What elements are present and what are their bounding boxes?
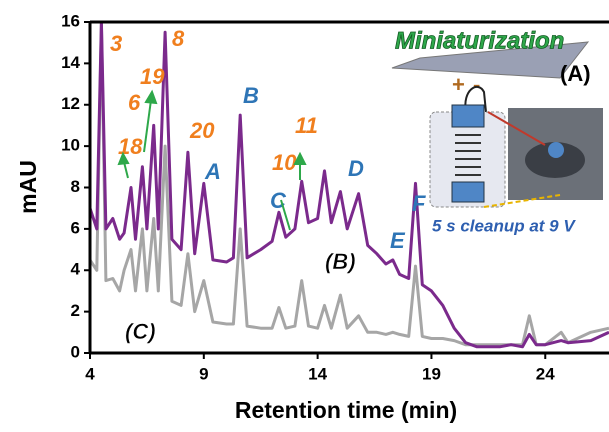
arrow [143, 99, 152, 153]
x-tick-label: 14 [308, 364, 327, 383]
annotation: 19 [140, 64, 165, 89]
annotation: 6 [128, 90, 141, 115]
annotation: 3 [110, 31, 122, 56]
y-axis-label: mAU [15, 160, 41, 214]
annotation: 10 [272, 150, 297, 175]
annotation: (C) [125, 319, 156, 344]
x-tick-label: 24 [536, 364, 555, 383]
y-tick-label: 10 [61, 136, 80, 155]
x-tick-label: 9 [199, 364, 208, 383]
y-tick-label: 14 [61, 53, 80, 72]
annotation: E [390, 228, 406, 253]
arrows [117, 89, 307, 231]
series-line [88, 20, 609, 347]
y-tick-label: 12 [61, 94, 80, 113]
x-tick-label: 19 [422, 364, 441, 383]
x-tick-label: 4 [85, 364, 95, 383]
minus: - [473, 72, 480, 97]
y-tick-label: 16 [61, 11, 80, 30]
pointer [483, 194, 561, 208]
coil [455, 134, 481, 176]
inset-caption: 5 s cleanup at 9 V [432, 216, 576, 235]
annotation: B [243, 83, 259, 108]
annotation: 20 [189, 118, 215, 143]
inset-title: Miniaturization [395, 27, 564, 54]
annotation: (B) [325, 249, 356, 274]
electrode [451, 104, 485, 128]
y-tick-label: 2 [71, 301, 80, 320]
annotation: D [348, 156, 364, 181]
arrow-head [144, 89, 158, 105]
photo-part [548, 142, 564, 158]
annotation: 8 [172, 26, 185, 51]
electrode [451, 181, 485, 203]
y-tick-label: 6 [71, 218, 80, 237]
x-axis-label: Retention time (min) [235, 397, 457, 423]
arrow [280, 199, 291, 231]
y-tick-label: 4 [71, 260, 81, 279]
y-tick-label: 8 [71, 177, 80, 196]
pointer [487, 111, 546, 146]
arrow-head [117, 151, 130, 166]
annotation: A [204, 159, 221, 184]
photo-part [525, 142, 585, 178]
plate [391, 41, 590, 79]
series-line [88, 20, 609, 349]
inset: Miniaturization (A) + - 5 s cleanup at 9… [391, 27, 603, 235]
plus: + [452, 72, 465, 97]
inset-label: (A) [560, 61, 591, 86]
annotation: F [412, 191, 426, 216]
arrow [123, 161, 129, 179]
arrow-head [293, 151, 307, 165]
y-tick-label: 0 [71, 342, 80, 361]
annotation: 11 [295, 113, 318, 138]
